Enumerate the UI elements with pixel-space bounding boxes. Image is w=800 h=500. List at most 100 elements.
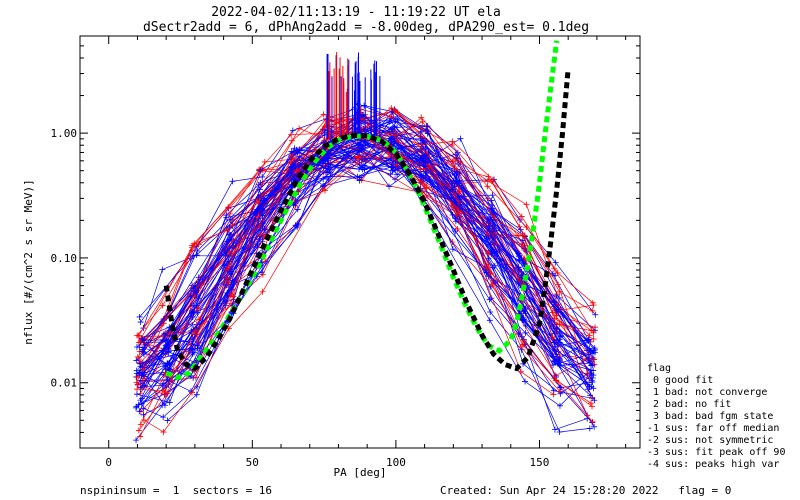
measurement-point bbox=[584, 370, 591, 377]
measurement-point bbox=[587, 400, 594, 407]
measurement-point bbox=[489, 176, 496, 183]
measurement-point bbox=[133, 357, 140, 364]
measurement-point bbox=[485, 261, 492, 268]
legend-entry: 2 bad: no fit bbox=[647, 399, 731, 410]
measurement-point bbox=[159, 382, 166, 389]
measurement-point bbox=[386, 183, 393, 190]
measurement-point bbox=[551, 426, 558, 433]
measurement-point bbox=[159, 302, 166, 309]
measurement-point bbox=[257, 167, 264, 174]
measurement-point bbox=[522, 329, 529, 336]
measurement-point bbox=[289, 127, 296, 134]
measurement-point bbox=[135, 427, 142, 434]
measurement-point bbox=[586, 360, 593, 367]
measurement-point bbox=[487, 309, 494, 316]
measurement-point bbox=[552, 259, 559, 266]
measurement-point bbox=[323, 136, 330, 143]
measurement-trace bbox=[143, 157, 592, 433]
measurement-point bbox=[256, 223, 263, 230]
measurement-point bbox=[392, 118, 399, 125]
measurement-point bbox=[453, 174, 460, 181]
measurement-point bbox=[359, 145, 366, 152]
measurement-point bbox=[296, 153, 303, 160]
measurement-point bbox=[420, 138, 427, 145]
measurement-point bbox=[226, 245, 233, 252]
measurement-traces bbox=[133, 52, 599, 444]
measurement-point bbox=[192, 288, 199, 295]
y-tick-label: 0.10 bbox=[51, 252, 78, 265]
measurement-point bbox=[323, 173, 330, 180]
measurement-point bbox=[549, 334, 556, 341]
measurement-point bbox=[556, 357, 563, 364]
measurement-point bbox=[422, 170, 429, 177]
measurement-point bbox=[552, 343, 559, 350]
measurement-point bbox=[523, 201, 530, 208]
footer-right: Created: Sun Apr 24 15:28:20 2022 flag =… bbox=[440, 484, 731, 497]
measurement-point bbox=[227, 217, 234, 224]
legend: flag 0 good fit 1 bad: not converge 2 ba… bbox=[647, 363, 785, 470]
measurement-point bbox=[139, 370, 146, 377]
measurement-point bbox=[355, 154, 362, 161]
measurement-point bbox=[162, 342, 169, 349]
measurement-point bbox=[135, 401, 142, 408]
measurement-point bbox=[387, 171, 394, 178]
legend-entry: -2 sus: not symmetric bbox=[647, 435, 773, 446]
measurement-point bbox=[139, 348, 146, 355]
x-tick-label: 50 bbox=[246, 456, 259, 469]
measurement-point bbox=[452, 156, 459, 163]
measurement-point bbox=[228, 235, 235, 242]
measurement-point bbox=[554, 337, 561, 344]
measurement-point bbox=[518, 213, 525, 220]
measurement-point bbox=[590, 302, 597, 309]
measurement-point bbox=[190, 349, 197, 356]
measurement-point bbox=[517, 226, 524, 233]
measurement-point bbox=[137, 390, 144, 397]
measurement-point bbox=[589, 307, 596, 314]
y-tick-label: 1.00 bbox=[51, 127, 78, 140]
measurement-point bbox=[137, 433, 144, 440]
measurement-point bbox=[589, 403, 596, 410]
measurement-point bbox=[226, 224, 233, 231]
measurement-point bbox=[489, 205, 496, 212]
measurement-point bbox=[163, 376, 170, 383]
measurement-point bbox=[133, 404, 140, 411]
measurement-point bbox=[419, 118, 426, 125]
measurement-point bbox=[553, 293, 560, 300]
measurement-point bbox=[519, 341, 526, 348]
measurement-point bbox=[226, 250, 233, 257]
legend-entry: 3 bad: bad fgm state bbox=[647, 411, 773, 422]
measurement-point bbox=[392, 176, 399, 183]
measurement-point bbox=[163, 336, 170, 343]
measurement-point bbox=[419, 156, 426, 163]
measurement-point bbox=[224, 275, 231, 282]
measurement-point bbox=[586, 425, 593, 432]
measurement-point bbox=[141, 382, 148, 389]
x-axis-label: PA [deg] bbox=[334, 466, 387, 479]
measurement-point bbox=[262, 226, 269, 233]
measurement-point bbox=[452, 151, 459, 158]
measurement-point bbox=[167, 340, 174, 347]
measurement-point bbox=[256, 186, 263, 193]
measurement-point bbox=[255, 199, 262, 206]
measurement-point bbox=[165, 345, 172, 352]
measurement-point bbox=[592, 311, 599, 318]
measurement-point bbox=[589, 350, 596, 357]
measurement-point bbox=[288, 131, 295, 138]
measurement-point bbox=[589, 419, 596, 426]
measurement-trace bbox=[142, 140, 596, 366]
measurement-point bbox=[191, 240, 198, 247]
measurement-point bbox=[259, 288, 266, 295]
measurement-trace bbox=[136, 144, 591, 403]
measurement-point bbox=[320, 111, 327, 118]
measurement-point bbox=[195, 305, 202, 312]
measurement-point bbox=[255, 181, 262, 188]
measurement-point bbox=[255, 213, 262, 220]
measurement-point bbox=[137, 319, 144, 326]
measurement-point bbox=[487, 214, 494, 221]
measurement-point bbox=[193, 331, 200, 338]
measurement-point bbox=[222, 262, 229, 269]
measurement-point bbox=[456, 177, 463, 184]
measurement-point bbox=[448, 141, 455, 148]
measurement-point bbox=[294, 206, 301, 213]
